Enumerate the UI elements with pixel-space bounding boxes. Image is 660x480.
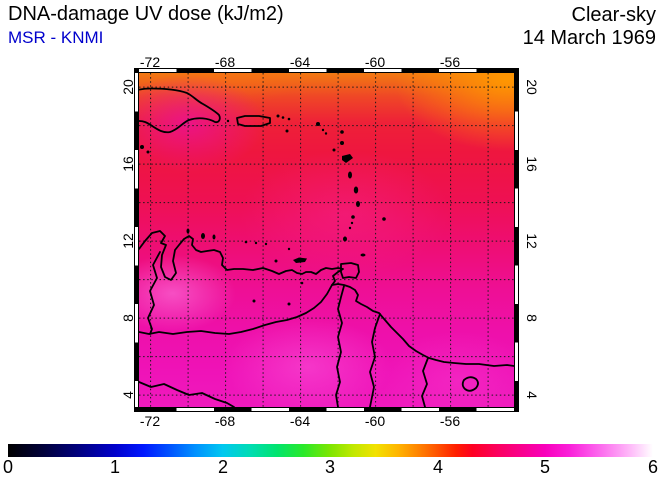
- x-tick-label: -68: [214, 413, 236, 429]
- date-label: 14 March 1969: [522, 27, 656, 49]
- map-overlay: [139, 73, 514, 407]
- y-tick-label: 12: [524, 233, 540, 249]
- coast-trinidad: [340, 262, 360, 279]
- colorbar-tick-label: 6: [647, 457, 658, 477]
- frame-edge-bottom: [139, 407, 514, 412]
- river-orinoco-south: [335, 285, 345, 407]
- y-tick-label: 4: [524, 391, 540, 399]
- colorbar-tick-label: 3: [324, 457, 335, 477]
- colorbar-gradient: [8, 444, 653, 457]
- y-tick-label: 8: [524, 314, 540, 322]
- y-tick-label: 20: [524, 79, 540, 95]
- x-tick-label: -72: [139, 413, 161, 429]
- lake-ring: [461, 376, 479, 392]
- colorbar-tick-label: 2: [217, 457, 228, 477]
- x-tick-label: -56: [439, 54, 461, 70]
- page-title: DNA-damage UV dose (kJ/m2): [8, 3, 284, 25]
- graticule: [139, 73, 514, 407]
- x-tick-label: -64: [289, 54, 311, 70]
- coastline-layer: [139, 87, 514, 407]
- x-tick-label: -68: [214, 54, 236, 70]
- frame-edge-left: [134, 73, 139, 407]
- coast-mainland: [139, 230, 514, 367]
- data-source: MSR - KNMI: [8, 28, 104, 47]
- frame-edge-right: [514, 73, 519, 407]
- uv-dose-field: [139, 73, 514, 407]
- river-guaviare: [139, 381, 235, 407]
- island-layer: [140, 114, 386, 306]
- x-tick-label: -56: [439, 413, 461, 429]
- y-tick-label: 16: [524, 156, 540, 172]
- coast-puerto-rico: [236, 115, 271, 127]
- colorbar-tick-label: 5: [539, 457, 550, 477]
- frame-edge-top: [139, 68, 514, 73]
- x-tick-label: -60: [364, 54, 386, 70]
- sky-condition-label: Clear-sky: [571, 4, 656, 26]
- coast-hispaniola: [139, 87, 221, 134]
- colorbar-tick-label: 4: [432, 457, 443, 477]
- colorbar-tick-label: 1: [109, 457, 120, 477]
- border-essequibo: [369, 313, 381, 407]
- colorbar-tick-label: 0: [2, 457, 13, 477]
- border-colombia-venezuela: [147, 251, 161, 335]
- river-orinoco: [139, 284, 333, 335]
- x-tick-label: -60: [364, 413, 386, 429]
- x-tick-label: -72: [139, 54, 161, 70]
- x-tick-label: -64: [289, 413, 311, 429]
- border-courantyne: [421, 357, 429, 407]
